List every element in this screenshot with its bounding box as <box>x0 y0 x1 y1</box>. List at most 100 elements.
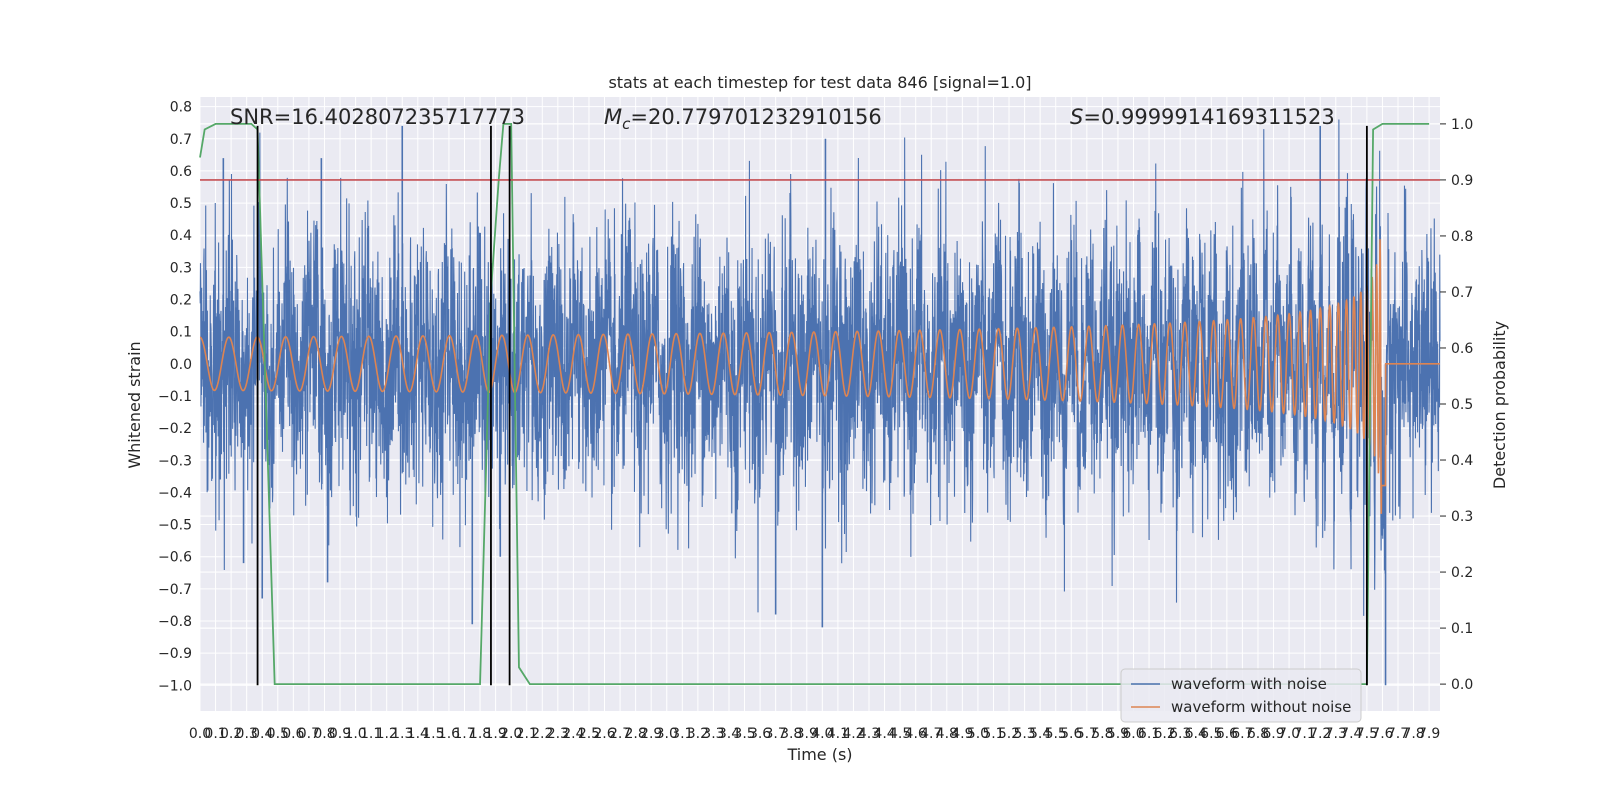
x-tick-label: 4.9 <box>951 726 973 742</box>
x-tick-label: 1.5 <box>422 726 444 742</box>
y-tick-label: 0.5 <box>170 196 192 212</box>
x-axis-title: Time (s) <box>786 745 852 764</box>
x-tick-label: 0.1 <box>204 726 226 742</box>
x-tick-label: 2.7 <box>609 726 631 742</box>
legend-label-noise: waveform with noise <box>1171 675 1327 693</box>
snr-annotation: SNR=16.402807235717773 <box>230 105 525 129</box>
x-tick-label: 7.1 <box>1294 726 1316 742</box>
series-waveform-without-noise <box>199 239 1440 514</box>
clean-line <box>199 239 1440 514</box>
x-tick-label: 0.8 <box>313 726 335 742</box>
x-tick-label: 2.9 <box>640 726 662 742</box>
x-tick-label: 5.7 <box>1076 726 1098 742</box>
x-tick-label: 6.6 <box>1216 726 1238 742</box>
y2-axis-title: Detection probability <box>1490 321 1509 489</box>
noise-line <box>199 119 1441 616</box>
x-tick-label: 7.7 <box>1387 726 1409 742</box>
y2-tick-label: 0.6 <box>1451 341 1473 357</box>
legend-box <box>1120 668 1362 723</box>
chart-title: stats at each timestep for test data 846… <box>608 73 1031 92</box>
y-tick-label: 0.6 <box>170 164 192 180</box>
x-tick-label: 1.1 <box>360 726 382 742</box>
x-tick-label: 6.9 <box>1262 726 1284 742</box>
y-tick-label: −0.3 <box>158 453 192 469</box>
x-tick-label: 7.8 <box>1402 726 1424 742</box>
x-tick-label: 5.3 <box>1013 726 1035 742</box>
x-tick-label: 1.2 <box>376 726 398 742</box>
x-tick-label: 0.7 <box>298 726 320 742</box>
x-tick-label: 5.2 <box>998 726 1020 742</box>
x-tick-label: 2.3 <box>547 726 569 742</box>
x-tick-label: 2.4 <box>562 726 584 742</box>
legend-label-clean: waveform without noise <box>1171 698 1351 716</box>
x-tick-label: 0.0 <box>189 726 211 742</box>
y-tick-label: 0.2 <box>170 293 192 309</box>
y-tick-label: 0.7 <box>170 132 192 148</box>
y2-tick-label: 0.0 <box>1451 677 1473 693</box>
x-tick-label: 3.8 <box>780 726 802 742</box>
y-tick-label: 0.0 <box>170 357 192 373</box>
series-waveform-with-noise <box>199 119 1441 686</box>
y2-tick-label: 0.3 <box>1451 509 1473 525</box>
x-tick-label: 4.2 <box>842 726 864 742</box>
x-tick-label: 5.6 <box>1060 726 1082 742</box>
x-tick-label: 0.2 <box>220 726 242 742</box>
x-tick-label: 5.9 <box>1107 726 1129 742</box>
x-tick-label: 6.1 <box>1138 726 1160 742</box>
x-tick-label: 1.6 <box>438 726 460 742</box>
x-tick-label: 0.9 <box>329 726 351 742</box>
y-tick-label: −0.8 <box>158 614 192 630</box>
x-tick-label: 7.5 <box>1356 726 1378 742</box>
x-tick-label: 7.2 <box>1309 726 1331 742</box>
x-tick-label: 7.6 <box>1371 726 1393 742</box>
y2-tick-label: 0.5 <box>1451 397 1473 413</box>
x-tick-label: 7.3 <box>1325 726 1347 742</box>
x-tick-label: 0.3 <box>236 726 258 742</box>
y2-tick-label: 0.2 <box>1451 565 1473 581</box>
x-tick-label: 6.8 <box>1247 726 1269 742</box>
x-tick-label: 4.8 <box>936 726 958 742</box>
x-tick-label: 1.0 <box>344 726 366 742</box>
x-tick-label: 6.7 <box>1231 726 1253 742</box>
x-tick-label: 2.8 <box>625 726 647 742</box>
x-tick-label: 4.0 <box>811 726 833 742</box>
x-tick-label: 0.5 <box>267 726 289 742</box>
x-tick-label: 3.1 <box>671 726 693 742</box>
y-tick-labels: 0.8 0.7 0.6 0.5 0.4 0.3 0.2 0.1 0.0 −0.1 −0.2 −0.3 −… <box>158 100 192 695</box>
x-tick-label: 2.1 <box>516 726 538 742</box>
x-tick-label: 3.3 <box>702 726 724 742</box>
x-tick-label: 1.3 <box>391 726 413 742</box>
x-tick-label: 2.0 <box>500 726 522 742</box>
x-tick-label: 3.9 <box>796 726 818 742</box>
mc-annotation: Mc=20.779701232910156 <box>604 105 882 133</box>
x-tick-label: 5.1 <box>982 726 1004 742</box>
x-tick-label: 7.9 <box>1418 726 1440 742</box>
x-tick-label: 5.5 <box>1045 726 1067 742</box>
x-tick-labels: 0.00.10.20.30.40.50.60.70.80.91.01.11.21… <box>189 726 1440 742</box>
legend: waveform with noise waveform without noi… <box>1120 668 1362 723</box>
x-tick-label: 3.0 <box>656 726 678 742</box>
y-tick-label: −0.4 <box>158 485 192 501</box>
x-tick-label: 6.3 <box>1169 726 1191 742</box>
x-tick-label: 1.7 <box>453 726 475 742</box>
x-tick-label: 0.4 <box>251 726 273 742</box>
x-tick-label: 3.2 <box>687 726 709 742</box>
y-tick-label: 0.3 <box>170 260 192 276</box>
y-tick-label: −1.0 <box>158 678 192 694</box>
x-tick-label: 3.4 <box>718 726 740 742</box>
x-tick-label: 6.0 <box>1122 726 1144 742</box>
y2-tick-label: 0.7 <box>1451 285 1473 301</box>
y-tick-label: 0.8 <box>170 100 192 116</box>
x-tick-label: 3.6 <box>749 726 771 742</box>
y-tick-label: −0.7 <box>158 582 192 598</box>
x-tick-label: 2.6 <box>593 726 615 742</box>
x-tick-label: 4.4 <box>873 726 895 742</box>
y2-tick-label: 0.1 <box>1451 621 1473 637</box>
x-tick-label: 7.0 <box>1278 726 1300 742</box>
x-tick-label: 2.2 <box>531 726 553 742</box>
y-tick-label: −0.2 <box>158 421 192 437</box>
y2-tick-labels: 1.0 0.9 0.8 0.7 0.6 0.5 0.4 0.3 0.2 0.1 0.0 <box>1440 117 1473 693</box>
x-tick-label: 5.4 <box>1029 726 1051 742</box>
